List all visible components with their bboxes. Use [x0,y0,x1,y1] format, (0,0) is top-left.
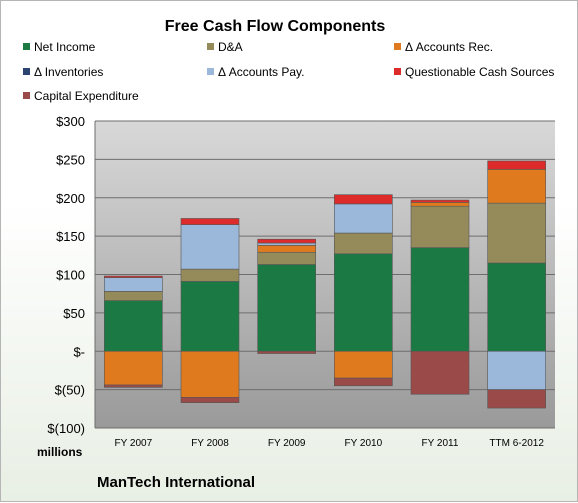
bar-ttm-6-2012-questionable-cash-sources [487,160,546,170]
legend-swatch [23,43,30,50]
legend-label: Capital Expenditure [34,89,139,103]
y-tick-label: $100 [56,268,85,283]
legend-label: Net Income [34,40,96,54]
y-tick-label: $250 [56,152,85,167]
bar-fy-2011-net-income [410,247,470,352]
bar-fy-2009-capital-expenditure [257,350,316,354]
y-axis-unit-label: millions [37,445,83,459]
company-name: ManTech International [97,474,255,491]
x-tick-label: FY 2010 [345,438,383,449]
legend-label: Δ Inventories [34,65,103,79]
bar-fy-2010-questionable-cash-sources [334,194,393,205]
legend-item-d-a: D&A [207,40,243,54]
bar-fy-2009-accounts-pay [257,242,316,246]
legend-swatch [23,68,30,75]
legend-item-inventories: Δ Inventories [23,65,103,79]
bar-fy-2009-d-a [257,251,316,265]
legend-label: Questionable Cash Sources [405,65,554,79]
bar-fy-2008-accounts-pay [180,224,240,270]
legend-label: Δ Accounts Pay. [218,65,305,79]
bar-fy-2007-accounts-rec [104,350,163,386]
y-tick-label: $200 [56,191,85,206]
bar-fy-2010-net-income [334,253,393,352]
bar-ttm-6-2012-accounts-rec [487,169,546,204]
legend-swatch [394,43,401,50]
chart-title: Free Cash Flow Components [165,18,386,35]
legend-label: Δ Accounts Rec. [405,40,493,54]
bar-fy-2011-capital-expenditure [410,350,470,395]
legend-swatch [207,68,214,75]
y-tick-label: $50 [63,306,85,321]
bar-fy-2010-d-a [334,232,393,255]
bar-fy-2008-accounts-rec [180,350,240,398]
bar-fy-2009-accounts-rec [257,245,316,253]
bar-ttm-6-2012-net-income [487,262,546,352]
legend-item-accounts-rec: Δ Accounts Rec. [394,40,493,54]
legend-item-net-income: Net Income [23,40,96,54]
legend-swatch [394,68,401,75]
bar-fy-2007-accounts-pay [104,277,163,292]
bar-fy-2007-questionable-cash-sources [104,275,163,278]
bar-fy-2008-d-a [180,268,240,282]
bars [104,160,546,409]
bar-fy-2010-capital-expenditure [334,377,393,387]
x-tick-label: TTM 6-2012 [489,438,544,449]
legend: Net Income D&A Δ Accounts Rec. Δ Inventorie… [23,40,554,103]
x-tick-label: FY 2011 [422,438,459,449]
bar-fy-2011-d-a [410,205,470,248]
y-tick-label: $(50) [55,383,85,398]
bar-fy-2008-capital-expenditure [180,396,240,403]
y-tick-label: $(100) [47,421,85,436]
bar-fy-2007-net-income [104,300,163,352]
legend-label: D&A [218,40,243,54]
x-axis-ticks: FY 2007 FY 2008 FY 2009 FY 2010 FY 2011 TTM 6… [115,438,545,449]
bar-ttm-6-2012-d-a [487,202,546,264]
legend-item-capital-expenditure: Capital Expenditure [23,89,139,103]
y-tick-label: $150 [56,229,85,244]
bar-fy-2011-questionable-cash-sources [410,199,470,203]
gridlines [94,120,555,429]
bar-fy-2010-accounts-rec [334,350,393,379]
legend-swatch [207,43,214,50]
y-axis-ticks: $(100) $(50) $- $50 $100 $150 $200 $250 $300 [47,114,85,436]
bar-ttm-6-2012-capital-expenditure [487,389,546,409]
x-tick-label: FY 2007 [115,438,153,449]
bar-fy-2008-net-income [180,281,240,352]
legend-item-questionable-cash-sources: Questionable Cash Sources [394,65,554,79]
bar-fy-2011-accounts-rec [410,202,470,207]
legend-swatch [23,92,30,99]
legend-item-accounts-pay: Δ Accounts Pay. [207,65,305,79]
x-tick-label: FY 2008 [191,438,229,449]
x-tick-label: FY 2009 [268,438,306,449]
bar-fy-2007-d-a [104,291,163,301]
y-tick-label: $300 [56,114,85,129]
bar-fy-2007-capital-expenditure [104,384,163,388]
bar-ttm-6-2012-accounts-pay [487,350,546,390]
bar-fy-2009-net-income [257,264,316,352]
y-tick-label: $- [73,344,85,359]
bar-fy-2008-questionable-cash-sources [180,218,240,225]
bar-fy-2010-accounts-pay [334,203,393,234]
bar-fy-2009-questionable-cash-sources [257,238,316,244]
